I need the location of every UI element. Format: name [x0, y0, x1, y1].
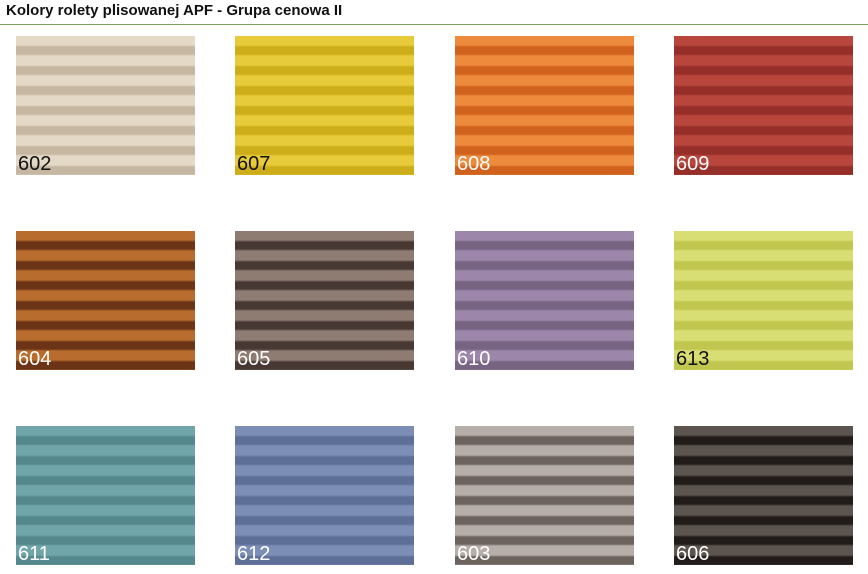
color-swatch-609: 609	[674, 36, 853, 175]
color-swatch-611: 611	[16, 426, 195, 565]
swatch-code: 610	[457, 348, 491, 370]
swatch-code: 612	[237, 543, 271, 565]
title-divider	[0, 24, 868, 25]
color-swatch-606: 606	[674, 426, 853, 565]
color-swatch-610: 610	[455, 231, 634, 370]
swatch-code: 602	[18, 153, 52, 175]
swatch-code: 606	[676, 543, 710, 565]
swatch-code: 607	[237, 153, 271, 175]
color-swatch-602: 602	[16, 36, 195, 175]
swatch-code: 608	[457, 153, 491, 175]
color-swatch-612: 612	[235, 426, 414, 565]
swatch-code: 603	[457, 543, 491, 565]
color-swatch-603: 603	[455, 426, 634, 565]
color-swatch-604: 604	[16, 231, 195, 370]
color-swatch-613: 613	[674, 231, 853, 370]
page-title: Kolory rolety plisowanej APF - Grupa cen…	[6, 2, 343, 19]
swatch-code: 605	[237, 348, 271, 370]
swatch-code: 611	[18, 543, 50, 565]
color-swatch-607: 607	[235, 36, 414, 175]
color-swatch-605: 605	[235, 231, 414, 370]
color-swatch-608: 608	[455, 36, 634, 175]
swatch-code: 613	[676, 348, 710, 370]
swatch-code: 609	[676, 153, 710, 175]
swatch-code: 604	[18, 348, 52, 370]
